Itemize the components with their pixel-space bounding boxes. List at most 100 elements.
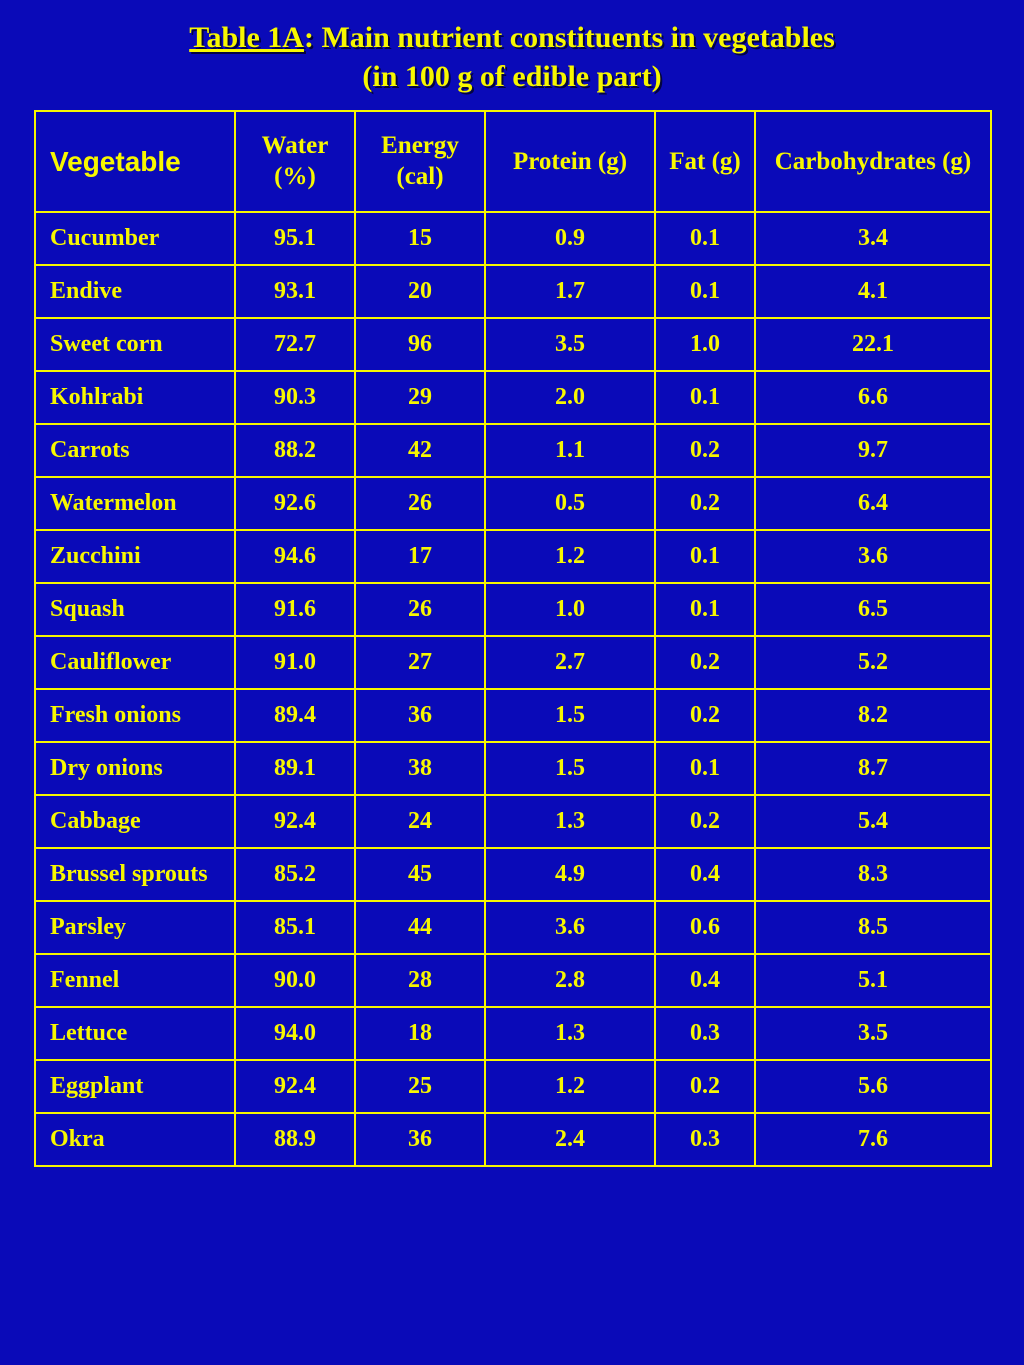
cell-water: 72.7 bbox=[235, 318, 355, 371]
cell-vegetable: Cauliflower bbox=[35, 636, 235, 689]
table-row: Sweet corn72.7963.51.022.1 bbox=[35, 318, 991, 371]
cell-prot: 0.9 bbox=[485, 212, 655, 265]
cell-prot: 4.9 bbox=[485, 848, 655, 901]
col-header-fat: Fat (g) bbox=[655, 111, 755, 212]
table-row: Fennel90.0282.80.45.1 bbox=[35, 954, 991, 1007]
table-row: Cucumber95.1150.90.13.4 bbox=[35, 212, 991, 265]
cell-prot: 1.5 bbox=[485, 689, 655, 742]
table-row: Fresh onions89.4361.50.28.2 bbox=[35, 689, 991, 742]
cell-water: 94.0 bbox=[235, 1007, 355, 1060]
cell-fat: 1.0 bbox=[655, 318, 755, 371]
table-row: Cauliflower91.0272.70.25.2 bbox=[35, 636, 991, 689]
cell-water: 92.4 bbox=[235, 1060, 355, 1113]
cell-prot: 2.4 bbox=[485, 1113, 655, 1166]
cell-vegetable: Endive bbox=[35, 265, 235, 318]
col-header-protein: Protein (g) bbox=[485, 111, 655, 212]
cell-prot: 1.3 bbox=[485, 1007, 655, 1060]
col-header-water: Water (%) bbox=[235, 111, 355, 212]
cell-fat: 0.2 bbox=[655, 636, 755, 689]
cell-prot: 3.5 bbox=[485, 318, 655, 371]
cell-energy: 36 bbox=[355, 1113, 485, 1166]
cell-energy: 26 bbox=[355, 583, 485, 636]
table-row: Brussel sprouts85.2454.90.48.3 bbox=[35, 848, 991, 901]
cell-prot: 1.2 bbox=[485, 530, 655, 583]
cell-prot: 2.7 bbox=[485, 636, 655, 689]
cell-carb: 9.7 bbox=[755, 424, 991, 477]
cell-energy: 44 bbox=[355, 901, 485, 954]
cell-prot: 1.7 bbox=[485, 265, 655, 318]
cell-fat: 0.2 bbox=[655, 1060, 755, 1113]
nutrient-table: Vegetable Water (%) Energy (cal) Protein… bbox=[34, 110, 992, 1167]
cell-fat: 0.1 bbox=[655, 265, 755, 318]
cell-carb: 8.5 bbox=[755, 901, 991, 954]
cell-carb: 3.4 bbox=[755, 212, 991, 265]
cell-vegetable: Parsley bbox=[35, 901, 235, 954]
cell-prot: 1.3 bbox=[485, 795, 655, 848]
cell-energy: 29 bbox=[355, 371, 485, 424]
cell-water: 91.0 bbox=[235, 636, 355, 689]
table-body: Cucumber95.1150.90.13.4Endive93.1201.70.… bbox=[35, 212, 991, 1166]
table-row: Dry onions89.1381.50.18.7 bbox=[35, 742, 991, 795]
table-row: Eggplant92.4251.20.25.6 bbox=[35, 1060, 991, 1113]
cell-vegetable: Dry onions bbox=[35, 742, 235, 795]
cell-carb: 22.1 bbox=[755, 318, 991, 371]
cell-vegetable: Watermelon bbox=[35, 477, 235, 530]
cell-energy: 27 bbox=[355, 636, 485, 689]
cell-carb: 5.4 bbox=[755, 795, 991, 848]
cell-vegetable: Kohlrabi bbox=[35, 371, 235, 424]
cell-energy: 42 bbox=[355, 424, 485, 477]
table-row: Watermelon92.6260.50.26.4 bbox=[35, 477, 991, 530]
col-header-energy: Energy (cal) bbox=[355, 111, 485, 212]
cell-vegetable: Squash bbox=[35, 583, 235, 636]
cell-carb: 4.1 bbox=[755, 265, 991, 318]
cell-prot: 0.5 bbox=[485, 477, 655, 530]
cell-vegetable: Carrots bbox=[35, 424, 235, 477]
cell-fat: 0.2 bbox=[655, 477, 755, 530]
cell-prot: 1.5 bbox=[485, 742, 655, 795]
table-row: Squash91.6261.00.16.5 bbox=[35, 583, 991, 636]
cell-fat: 0.2 bbox=[655, 795, 755, 848]
cell-fat: 0.3 bbox=[655, 1113, 755, 1166]
table-row: Okra88.9362.40.37.6 bbox=[35, 1113, 991, 1166]
cell-vegetable: Lettuce bbox=[35, 1007, 235, 1060]
table-row: Zucchini94.6171.20.13.6 bbox=[35, 530, 991, 583]
cell-prot: 3.6 bbox=[485, 901, 655, 954]
cell-energy: 20 bbox=[355, 265, 485, 318]
table-head: Vegetable Water (%) Energy (cal) Protein… bbox=[35, 111, 991, 212]
cell-energy: 24 bbox=[355, 795, 485, 848]
title-line-2: (in 100 g of edible part) bbox=[362, 60, 661, 93]
cell-energy: 25 bbox=[355, 1060, 485, 1113]
slide-title: Table 1A: Main nutrient constituents in … bbox=[34, 18, 990, 96]
cell-water: 85.1 bbox=[235, 901, 355, 954]
cell-energy: 96 bbox=[355, 318, 485, 371]
cell-water: 89.1 bbox=[235, 742, 355, 795]
table-row: Kohlrabi90.3292.00.16.6 bbox=[35, 371, 991, 424]
cell-vegetable: Sweet corn bbox=[35, 318, 235, 371]
table-header-row: Vegetable Water (%) Energy (cal) Protein… bbox=[35, 111, 991, 212]
cell-fat: 0.1 bbox=[655, 530, 755, 583]
col-header-vegetable: Vegetable bbox=[35, 111, 235, 212]
cell-fat: 0.1 bbox=[655, 742, 755, 795]
col-header-carb: Carbohydrates (g) bbox=[755, 111, 991, 212]
cell-energy: 28 bbox=[355, 954, 485, 1007]
cell-fat: 0.1 bbox=[655, 212, 755, 265]
cell-prot: 2.8 bbox=[485, 954, 655, 1007]
cell-carb: 6.5 bbox=[755, 583, 991, 636]
cell-vegetable: Okra bbox=[35, 1113, 235, 1166]
cell-prot: 1.2 bbox=[485, 1060, 655, 1113]
cell-water: 89.4 bbox=[235, 689, 355, 742]
cell-vegetable: Cucumber bbox=[35, 212, 235, 265]
cell-energy: 18 bbox=[355, 1007, 485, 1060]
cell-prot: 1.0 bbox=[485, 583, 655, 636]
cell-energy: 38 bbox=[355, 742, 485, 795]
cell-water: 91.6 bbox=[235, 583, 355, 636]
table-row: Cabbage92.4241.30.25.4 bbox=[35, 795, 991, 848]
cell-carb: 3.6 bbox=[755, 530, 991, 583]
slide: Table 1A: Main nutrient constituents in … bbox=[0, 0, 1024, 1365]
cell-prot: 2.0 bbox=[485, 371, 655, 424]
title-label-rest: : Main nutrient constituents in vegetabl… bbox=[304, 21, 835, 54]
cell-water: 94.6 bbox=[235, 530, 355, 583]
cell-fat: 0.4 bbox=[655, 848, 755, 901]
table-row: Carrots88.2421.10.29.7 bbox=[35, 424, 991, 477]
cell-energy: 17 bbox=[355, 530, 485, 583]
